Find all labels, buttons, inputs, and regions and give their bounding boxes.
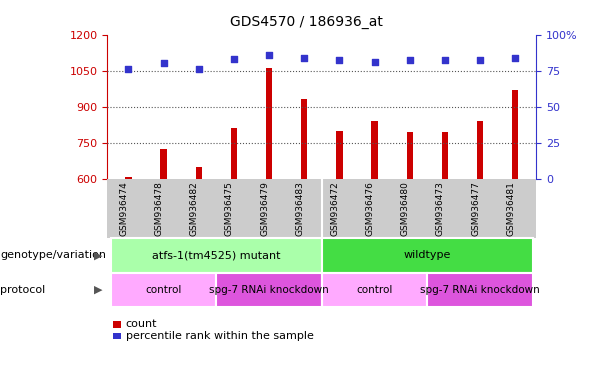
- Point: [335, 58, 345, 64]
- Point: [475, 58, 485, 64]
- Text: spg-7 RNAi knockdown: spg-7 RNAi knockdown: [421, 285, 540, 295]
- Text: protocol: protocol: [0, 285, 45, 295]
- Point: [264, 52, 274, 58]
- Text: GSM936473: GSM936473: [436, 181, 445, 236]
- Text: atfs-1(tm4525) mutant: atfs-1(tm4525) mutant: [152, 250, 281, 260]
- Bar: [196, 167, 202, 179]
- Point: [405, 58, 414, 64]
- Text: GSM936482: GSM936482: [189, 181, 199, 236]
- Text: GSM936480: GSM936480: [401, 181, 409, 236]
- Text: ▶: ▶: [94, 285, 102, 295]
- Text: GSM936476: GSM936476: [365, 181, 375, 236]
- Text: count: count: [126, 319, 157, 329]
- Point: [440, 58, 450, 64]
- Bar: [301, 99, 307, 179]
- Text: GSM936475: GSM936475: [225, 181, 234, 236]
- Text: GSM936477: GSM936477: [471, 181, 480, 236]
- Bar: [477, 121, 483, 179]
- Bar: [337, 131, 343, 179]
- Point: [159, 60, 169, 66]
- Point: [370, 59, 379, 65]
- Bar: [230, 128, 237, 179]
- Text: GSM936474: GSM936474: [120, 181, 128, 236]
- Text: GSM936481: GSM936481: [506, 181, 516, 236]
- Text: spg-7 RNAi knockdown: spg-7 RNAi knockdown: [209, 285, 329, 295]
- Text: control: control: [145, 285, 181, 295]
- Point: [299, 55, 309, 61]
- Bar: [512, 90, 519, 179]
- Bar: [442, 132, 448, 179]
- Text: GSM936479: GSM936479: [260, 181, 269, 236]
- Text: genotype/variation: genotype/variation: [0, 250, 106, 260]
- Text: GSM936483: GSM936483: [295, 181, 304, 236]
- Point: [123, 66, 133, 72]
- Bar: [406, 132, 413, 179]
- Point: [194, 66, 204, 72]
- Text: percentile rank within the sample: percentile rank within the sample: [126, 331, 313, 341]
- Point: [511, 55, 520, 61]
- Text: control: control: [356, 285, 393, 295]
- Bar: [266, 68, 272, 179]
- Bar: [125, 177, 132, 179]
- Text: GSM936472: GSM936472: [330, 181, 340, 236]
- Text: GDS4570 / 186936_at: GDS4570 / 186936_at: [230, 15, 383, 29]
- Text: ▶: ▶: [94, 250, 102, 260]
- Bar: [161, 149, 167, 179]
- Bar: [371, 121, 378, 179]
- Text: wildtype: wildtype: [403, 250, 451, 260]
- Point: [229, 56, 239, 62]
- Text: GSM936478: GSM936478: [154, 181, 164, 236]
